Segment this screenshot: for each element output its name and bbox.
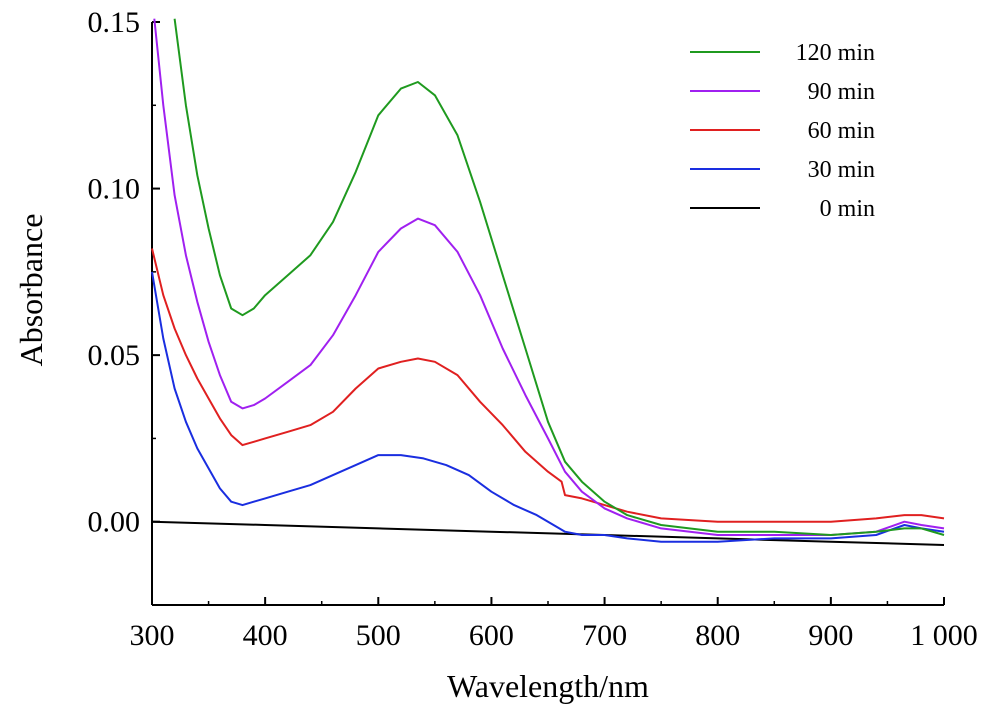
series-line-60-min [151, 248, 945, 523]
series-line-30-min [151, 271, 945, 543]
x-tick-label: 800 [695, 619, 740, 652]
legend-label: 90 min [808, 79, 875, 105]
x-tick-label: 900 [808, 619, 853, 652]
x-ticks: 300 400 500 600 700 800 900 1 000 [130, 597, 978, 652]
series-line-0-min [151, 520, 945, 546]
series-line-120-min [173, 18, 945, 536]
legend: 120 min 90 min 60 min 30 min 0 min [690, 40, 875, 222]
series-line-90-min [153, 18, 945, 536]
x-axis-label: Wavelength/nm [447, 668, 649, 704]
y-tick-label: 0.15 [88, 6, 141, 39]
y-tick-label: 0.10 [88, 173, 141, 206]
x-tick-label: 1 000 [910, 619, 978, 652]
x-tick-label: 400 [243, 619, 288, 652]
y-axis-label: Absorbance [13, 214, 49, 367]
axes: 300 400 500 600 700 800 900 1 000 0.000.050.100… [88, 6, 978, 652]
x-tick-label: 600 [469, 619, 514, 652]
legend-label: 0 min [820, 196, 875, 222]
y-ticks: 0.00 0.05 0.10 0.15 [88, 6, 160, 606]
legend-label: 30 min [808, 157, 875, 183]
legend-label: 60 min [808, 118, 875, 144]
series-lines [151, 18, 945, 546]
x-tick-label: 700 [582, 619, 627, 652]
x-tick-label: 300 [130, 619, 175, 652]
legend-label: 120 min [796, 40, 875, 66]
y-tick-label: 0.00 [88, 506, 141, 539]
y-tick-label: 0.05 [88, 339, 141, 372]
x-tick-label: 500 [356, 619, 401, 652]
